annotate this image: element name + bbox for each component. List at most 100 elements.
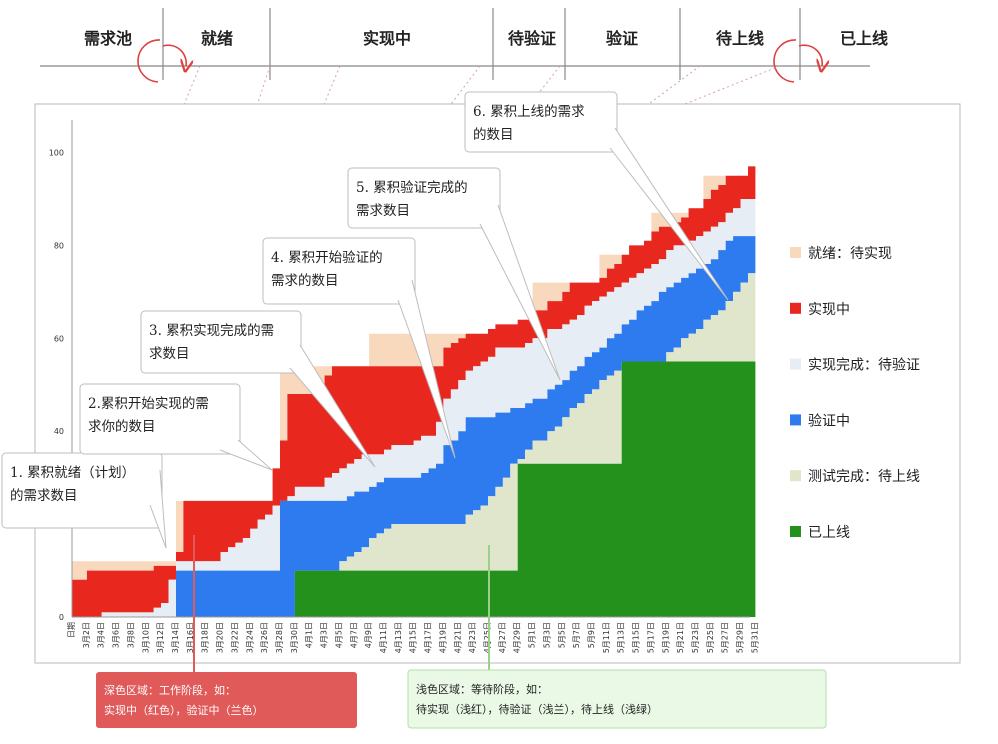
note-dark-line1: 深色区域：工作阶段，如： <box>104 683 236 697</box>
cycle-arrow-icon <box>137 39 186 83</box>
callout-text: 2.累积开始实现的需 <box>88 396 209 412</box>
x-tick-label: 5月7日 <box>572 622 581 648</box>
legend-swatch <box>790 302 801 314</box>
stacked-areas <box>72 166 756 617</box>
stage-label: 需求池 <box>84 29 132 48</box>
stage-label: 已上线 <box>840 29 888 48</box>
x-tick-label: 3月4日 <box>97 622 106 648</box>
x-tick-label: 3月2日 <box>82 622 91 648</box>
callout-pointer <box>219 439 273 471</box>
y-tick-label: 100 <box>49 149 64 158</box>
legend-label: 已上线 <box>808 525 850 541</box>
y-tick-label: 0 <box>59 613 64 622</box>
x-tick-label: 4月5日 <box>334 622 343 648</box>
x-tick-label: 4月27日 <box>498 622 507 653</box>
legend-swatch <box>790 526 801 537</box>
callout-text: 求你的数目 <box>88 419 156 435</box>
stage-labels: 需求池 就绪 实现中 待验证 验证 待上线 已上线 <box>84 29 888 48</box>
callout-box <box>464 91 618 153</box>
x-tick-label: 3月6日 <box>112 622 121 648</box>
legend-label: 实现中 <box>808 302 850 318</box>
callout-pointer <box>289 344 376 468</box>
x-tick-label: 5月1日 <box>528 622 537 648</box>
callout-text: 需求数目 <box>356 203 410 219</box>
callout-pointer <box>397 279 456 459</box>
note-dark: 深色区域：工作阶段，如： 实现中（红色），验证中（兰色） <box>96 535 357 728</box>
cfd-plot: 020406080100 日期3月2日3月4日3月6日3月8日3月10日3月12… <box>49 120 759 653</box>
x-tick-label: 4月11日 <box>379 622 388 653</box>
stage-label: 待上线 <box>716 29 764 48</box>
legend-label: 实现完成：待验证 <box>808 358 920 374</box>
area-in-progress <box>72 166 756 617</box>
stage-label: 验证 <box>606 29 638 48</box>
callout-pointer <box>479 204 561 381</box>
x-tick-label: 4月29日 <box>513 622 522 653</box>
x-tick-label: 5月25日 <box>706 622 715 653</box>
x-tick-label: 3月24日 <box>245 622 254 653</box>
note-light-box <box>407 669 827 729</box>
x-tick-label: 3月16日 <box>186 622 195 653</box>
x-tick-label: 3月14日 <box>171 622 180 653</box>
x-tick-label: 3月30日 <box>290 622 299 653</box>
note-light-line2: 待实现（浅红），待验证（浅兰），待上线（浅绿） <box>416 702 658 716</box>
area-released <box>72 361 756 617</box>
x-tick-label: 4月1日 <box>305 622 314 648</box>
callout-text: 的数目 <box>473 127 514 143</box>
x-tick-label: 3月22日 <box>230 622 239 653</box>
x-tick-label: 5月11日 <box>602 622 611 653</box>
x-tick-label: 4月15日 <box>409 622 418 653</box>
x-tick-label: 4月7日 <box>349 622 358 648</box>
legend-label: 测试完成：待上线 <box>808 469 920 485</box>
callout-text: 的需求数目 <box>10 488 78 504</box>
x-tick-label: 5月23日 <box>691 622 700 653</box>
cycle-arrow-icon <box>773 39 822 83</box>
x-tick-label: 5月17日 <box>646 622 655 653</box>
x-tick-label: 3月28日 <box>275 622 284 653</box>
x-tick-label: 5月3日 <box>542 622 551 648</box>
x-tick-label: 4月9日 <box>364 622 373 648</box>
x-tick-label: 5月9日 <box>587 622 596 648</box>
x-tick-label: 5月27日 <box>721 622 730 653</box>
x-tick-label: 4月19日 <box>438 622 447 653</box>
legend-swatch <box>790 247 801 258</box>
callout-text: 4. 累积开始验证的 <box>271 250 383 266</box>
x-tick-label: 5月31日 <box>750 622 759 653</box>
y-tick-label: 40 <box>54 427 64 436</box>
callout-text: 5. 累积验证完成的 <box>356 180 468 196</box>
x-tick-label: 日期 <box>67 622 76 638</box>
callout-box <box>79 383 241 455</box>
x-tick-label: 5月13日 <box>617 622 626 653</box>
x-tick-label: 5月29日 <box>736 622 745 653</box>
y-tick-label: 80 <box>54 241 64 250</box>
x-tick-label: 3月12日 <box>156 622 165 653</box>
callout-box <box>140 310 302 374</box>
x-tick-label: 4月23日 <box>468 622 477 653</box>
callout-text: 1. 累积就绪（计划） <box>10 465 135 481</box>
stage-dividers <box>162 8 801 80</box>
legend-label: 验证中 <box>808 413 850 429</box>
x-tick-label: 3月18日 <box>201 622 210 653</box>
x-axis-ticks: 日期 3月2日 3月4日 3月6日 3月8日 3月10日 3月12日 3月14日 3月16日 3月… <box>67 622 759 653</box>
area-tested <box>72 273 756 617</box>
note-dark-line2: 实现中（红色），验证中（兰色） <box>104 703 264 717</box>
callout-pointer <box>609 127 729 301</box>
stage-header: 需求池 就绪 实现中 待验证 验证 待上线 已上线 <box>40 8 888 83</box>
callout-text: 3. 累积实现完成的需 <box>149 323 274 339</box>
x-tick-label: 4月25日 <box>483 622 492 653</box>
x-tick-label: 4月13日 <box>394 622 403 653</box>
callout-box <box>262 237 416 305</box>
callout-box <box>347 167 501 229</box>
x-tick-label: 5月5日 <box>557 622 566 648</box>
note-dark-box <box>96 672 357 728</box>
x-tick-label: 4月3日 <box>320 622 329 648</box>
x-tick-label: 5月19日 <box>661 622 670 653</box>
x-tick-label: 3月8日 <box>126 622 135 648</box>
note-light: 浅色区域：等待阶段，如： 待实现（浅红），待验证（浅兰），待上线（浅绿） <box>407 545 827 729</box>
